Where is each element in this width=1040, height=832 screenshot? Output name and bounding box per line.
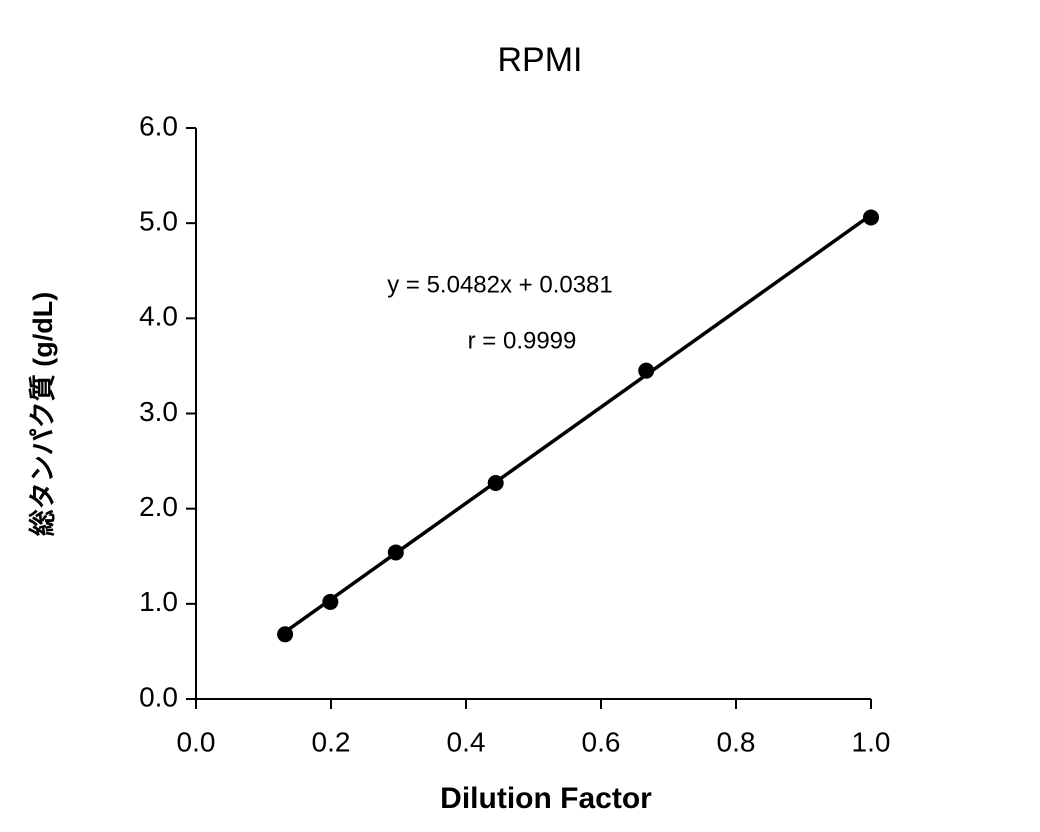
- point: [487, 474, 504, 491]
- y-tick-label: 4.0: [139, 301, 178, 332]
- x-tick-label: 0.0: [177, 726, 216, 757]
- chart-title: RPMI: [498, 41, 583, 79]
- annotation: y = 5.0482x + 0.0381: [387, 271, 613, 298]
- y-tick-label: 6.0: [139, 110, 178, 141]
- y-tick-label: 5.0: [139, 206, 178, 237]
- y-tick-label: 1.0: [139, 586, 178, 617]
- point: [322, 593, 339, 610]
- point: [387, 544, 404, 561]
- x-tick-label: 0.2: [312, 726, 351, 757]
- annotation: r = 0.9999: [468, 327, 577, 354]
- x-tick-label: 0.4: [447, 726, 486, 757]
- x-tick-label: 1.0: [852, 726, 891, 757]
- x-tick-label: 0.8: [717, 726, 756, 757]
- y-tick-label: 2.0: [139, 491, 178, 522]
- y-tick-label: 3.0: [139, 396, 178, 427]
- point: [277, 626, 294, 643]
- point: [638, 362, 655, 379]
- y-tick-label: 0.0: [139, 681, 178, 712]
- x-axis-label: Dilution Factor: [440, 782, 652, 815]
- y-axis-label: 総タンパク質 (g/dL): [27, 292, 58, 536]
- point: [863, 209, 879, 226]
- trendline: [284, 213, 873, 634]
- x-tick-label: 0.6: [582, 726, 621, 757]
